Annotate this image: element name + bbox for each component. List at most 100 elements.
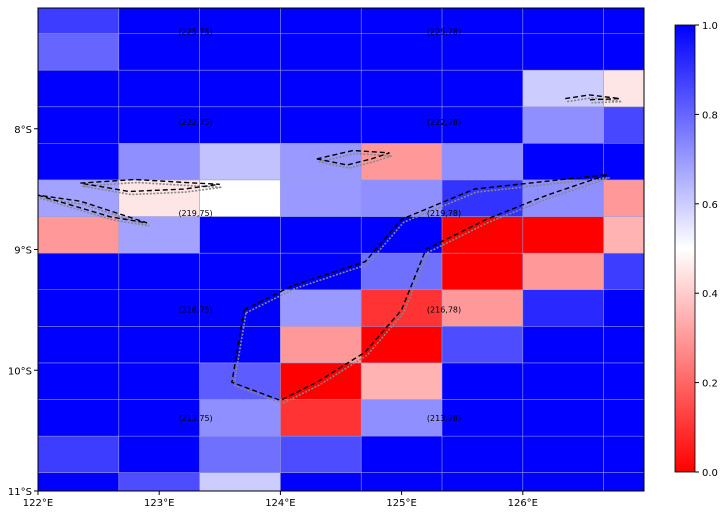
heatmap-cell xyxy=(280,70,362,107)
coastline xyxy=(39,197,150,227)
colorbar: 0.0 0.2 0.4 0.6 0.8 1.0 xyxy=(674,21,718,479)
cell-annotation: (225,78) xyxy=(427,28,461,37)
heatmap-cell xyxy=(603,106,644,144)
heatmap-cell xyxy=(442,253,523,290)
heatmap-cell xyxy=(38,253,119,290)
colorbar-tick-label: 0.8 xyxy=(702,110,718,121)
region-outline xyxy=(565,94,620,101)
dashed-outline-layer xyxy=(38,94,620,402)
heatmap-cell xyxy=(442,289,523,327)
heatmap-cell xyxy=(199,33,281,71)
region-outline xyxy=(80,178,220,193)
heatmap-cell xyxy=(280,472,362,491)
heatmap-cell xyxy=(118,289,200,327)
heatmap-cell xyxy=(199,216,281,254)
heatmap-cell xyxy=(361,436,442,473)
heatmap-cell xyxy=(280,179,362,217)
heatmap-cell xyxy=(280,399,362,437)
heatmap-cell xyxy=(280,289,362,327)
heatmap-cell xyxy=(522,179,604,217)
heatmap-cell xyxy=(361,70,442,107)
heatmap-cell xyxy=(38,436,119,473)
heatmap-cell xyxy=(199,362,281,400)
heatmap-cell xyxy=(280,106,362,144)
heatmap-cell xyxy=(442,8,523,34)
region-outline xyxy=(38,194,148,224)
cell-annotation: (213,78) xyxy=(427,414,461,423)
heatmap-cell xyxy=(38,362,119,400)
x-axis-ticks: 122°E 123°E 124°E 125°E 126°E xyxy=(23,491,538,509)
heatmap-cell xyxy=(118,216,200,254)
heatmap-cell xyxy=(199,70,281,107)
cell-annotation: (225,75) xyxy=(178,28,212,37)
heatmap-cell xyxy=(280,362,362,400)
x-tick-label: 125°E xyxy=(386,498,416,509)
heatmap-cell xyxy=(442,33,523,71)
heatmap-cell xyxy=(199,436,281,473)
heatmap-cell xyxy=(603,179,644,217)
cell-annotation: (216,75) xyxy=(178,305,212,314)
heatmap-cell xyxy=(118,253,200,290)
heatmap-cell xyxy=(361,362,442,400)
cell-annotation: (219,78) xyxy=(427,209,461,218)
colorbar-tick-label: 0.2 xyxy=(702,379,718,390)
x-tick-label: 124°E xyxy=(265,498,295,509)
heatmap-cell xyxy=(118,436,200,473)
heatmap-cell xyxy=(361,8,442,34)
heatmap-cell xyxy=(361,472,442,491)
heatmap-cell xyxy=(38,70,119,107)
heatmap-cell xyxy=(442,143,523,180)
heatmap-cell xyxy=(442,106,523,144)
colorbar-tick-label: 0.6 xyxy=(702,200,718,211)
heatmap-cell xyxy=(522,289,604,327)
heatmap-cell xyxy=(118,179,200,217)
heatmap-cell xyxy=(38,33,119,71)
heatmap-cell xyxy=(199,253,281,290)
x-tick-label: 126°E xyxy=(508,498,538,509)
heatmap-cell xyxy=(199,289,281,327)
heatmap-cell xyxy=(522,33,604,71)
heatmap-cell xyxy=(38,472,119,491)
heatmap-cell xyxy=(118,33,200,71)
heatmap-cell xyxy=(118,326,200,363)
coastline xyxy=(233,176,610,405)
y-tick-label: 10°S xyxy=(8,366,32,377)
heatmap-cell xyxy=(442,362,523,400)
heatmap-cell xyxy=(199,143,281,180)
heatmap-cell xyxy=(442,70,523,107)
heatmap-cell xyxy=(199,399,281,437)
heatmap-cell xyxy=(361,399,442,437)
x-tick-label: 122°E xyxy=(23,498,53,509)
heatmap-cell xyxy=(603,216,644,254)
heatmap-cell xyxy=(522,399,604,437)
heatmap-cell xyxy=(522,436,604,473)
heatmap-cell xyxy=(38,326,119,363)
colorbar-tick-label: 0.4 xyxy=(702,289,718,300)
heatmap-cell xyxy=(118,70,200,107)
region-outline xyxy=(231,173,608,402)
y-tick-label: 8°S xyxy=(14,125,32,136)
heatmap-cell xyxy=(361,326,442,363)
coastline xyxy=(318,152,392,169)
heatmap-cell xyxy=(603,289,644,327)
y-tick-label: 11°S xyxy=(8,487,32,498)
heatmap-cell xyxy=(442,399,523,437)
cell-annotation: (222,78) xyxy=(427,118,461,127)
y-axis-ticks: 8°S 9°S 10°S 11°S xyxy=(8,125,38,498)
heatmap-cell xyxy=(118,8,200,34)
heatmap-cell xyxy=(361,33,442,71)
cell-annotation: (216,78) xyxy=(427,305,461,314)
heatmap-cell xyxy=(522,472,604,491)
heatmap-cell xyxy=(118,143,200,180)
heatmap-cell xyxy=(280,253,362,290)
heatmap-cell xyxy=(118,362,200,400)
heatmap-cell xyxy=(522,143,604,180)
heatmap-cell xyxy=(199,106,281,144)
heatmap-cells xyxy=(38,8,644,491)
heatmap-cell xyxy=(603,326,644,363)
heatmap-cell xyxy=(603,253,644,290)
heatmap-cell xyxy=(38,106,119,144)
heatmap-cell xyxy=(280,326,362,363)
heatmap-cell xyxy=(361,216,442,254)
